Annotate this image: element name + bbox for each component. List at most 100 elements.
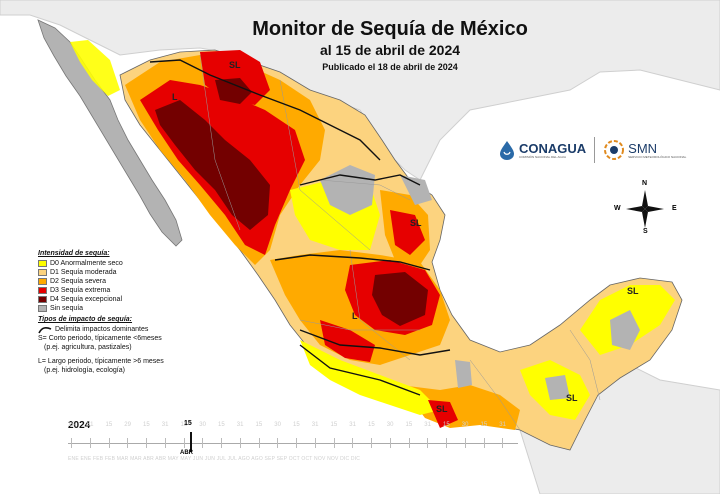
conagua-subtitle: COMISIÓN NACIONAL DEL AGUA [519,154,566,159]
timeline-day-label: 29 [124,422,131,428]
timeline-tick [183,438,185,448]
d2-south [400,385,520,430]
timeline-day-label: 15 [255,422,263,428]
compass-icon [626,190,664,228]
state-borders [199,54,601,431]
legend-swatch [38,260,47,267]
timeline-year: 2024 [68,420,91,431]
timeline-day-label: 15 [68,422,75,428]
timeline-tick [164,438,166,448]
d3-west-central [320,320,375,362]
timeline-tick [146,438,147,448]
smn-icon [604,140,625,160]
timeline-tick [352,438,354,448]
gray-yucatan [610,310,640,350]
smn-subtitle: SERVICIO METEOROLÓGICO NACIONAL [628,154,687,159]
d4-chihuahua-top [215,78,252,104]
timeline-day-label: 31 [86,422,94,428]
compass-w: W [614,205,621,212]
d4-central [372,272,428,326]
legend-swatch [38,269,47,276]
d3-oaxaca [428,400,458,428]
timeline-day-label: 15 [405,422,413,428]
compass-s: S [643,228,648,235]
gray-veracruz [400,175,432,205]
timeline: 2024 15 31 15 29 15 31 15 30 15 31 15 30 15 31 15 31 15 3… [68,420,518,470]
timeline-day-label: 31 [499,422,506,428]
legend-label: D1 Sequía moderada [50,269,117,276]
timeline-axis [68,443,518,444]
impact-boundaries [149,59,451,396]
timeline-day-label: 15 [368,422,375,428]
legend-item: Sin sequía [38,304,228,313]
legend-label: Sin sequía [50,305,84,312]
conagua-logo: CONAGUA COMISIÓN NACIONAL DEL AGUA [498,140,586,160]
legend-label: D3 Sequía extrema [50,287,111,294]
legend-intensity-title: Intensidad de sequía: [38,250,110,257]
timeline-day-label: 30 [199,422,206,428]
legend-impact-line-label: Delimita impactos dominantes [55,326,149,333]
timeline-day-label: 15 [180,422,188,428]
legend-item: D4 Sequía excepcional [38,295,228,304]
timeline-tick [108,438,110,448]
impact-label-sl: SL [566,393,578,403]
agency-logos: CONAGUA COMISIÓN NACIONAL DEL AGUA SMN S… [498,133,688,167]
timeline-tick [333,438,335,448]
boundary-line-icon [38,326,52,333]
timeline-day-label: 15 [330,422,338,428]
timeline-tick [296,438,297,448]
compass-e: E [672,205,677,212]
timeline-current-day: 15 [184,420,192,427]
timeline-tick [258,438,260,448]
legend-item: D3 Sequía extrema [38,286,228,295]
conagua-icon [500,141,514,160]
timeline-tick [427,438,429,448]
timeline-tick [127,438,129,448]
timeline-current-marker [190,432,192,452]
impact-label-l: L [172,92,178,102]
baja-north-yellow [70,40,120,96]
timeline-tick [464,438,466,448]
timeline-tick [202,438,204,448]
timeline-day-label: 31 [349,422,356,428]
timeline-tick [371,438,372,448]
timeline-day-label: 15 [480,422,488,428]
timeline-tick [483,438,485,448]
map-title: Monitor de Sequía de México [252,18,528,40]
legend-item: D2 Sequía severa [38,277,228,286]
timeline-day-label: 15 [293,422,300,428]
timeline-tick [446,438,447,448]
impact-label-sl: SL [410,218,422,228]
timeline-tick [277,438,279,448]
smn-name: SMN [628,140,658,156]
legend-label: D2 Sequía severa [50,278,107,285]
gray-chiapas [545,375,570,400]
compass-rose: N S W E [614,180,677,235]
timeline-tick [408,438,410,448]
legend-long-term-example: (p.ej. hidrología, ecología) [44,367,125,374]
timeline-tick [71,438,72,448]
legend-long-term: L= Largo periodo, típicamente >6 meses [38,358,164,365]
legend-label: D4 Sequía excepcional [50,296,122,303]
logo-divider [594,137,596,163]
legend-swatch [38,305,47,312]
timeline-day-label: 31 [424,422,431,428]
timeline-day-label: 31 [311,422,319,428]
legend-item: D0 Anormalmente seco [38,259,228,268]
published-date: Publicado el 18 de abril de 2024 [322,62,458,72]
legend-label: D0 Anormalmente seco [50,260,123,267]
timeline-tick [89,438,91,448]
timeline-current-month: ABR [180,450,193,456]
legend-swatch [38,278,47,285]
impact-label-sl: SL [627,286,639,296]
timeline-day-label: 15 [105,422,113,428]
timeline-day-label: 30 [386,422,394,428]
timeline-tick [239,438,241,448]
timeline-tick [502,438,504,448]
d4-sierra [155,100,270,230]
conagua-name: CONAGUA [519,140,587,156]
legend: Intensidad de sequía: D0 Anormalmente se… [38,250,228,375]
legend-item: D1 Sequía moderada [38,268,228,277]
legend-swatch [38,287,47,294]
